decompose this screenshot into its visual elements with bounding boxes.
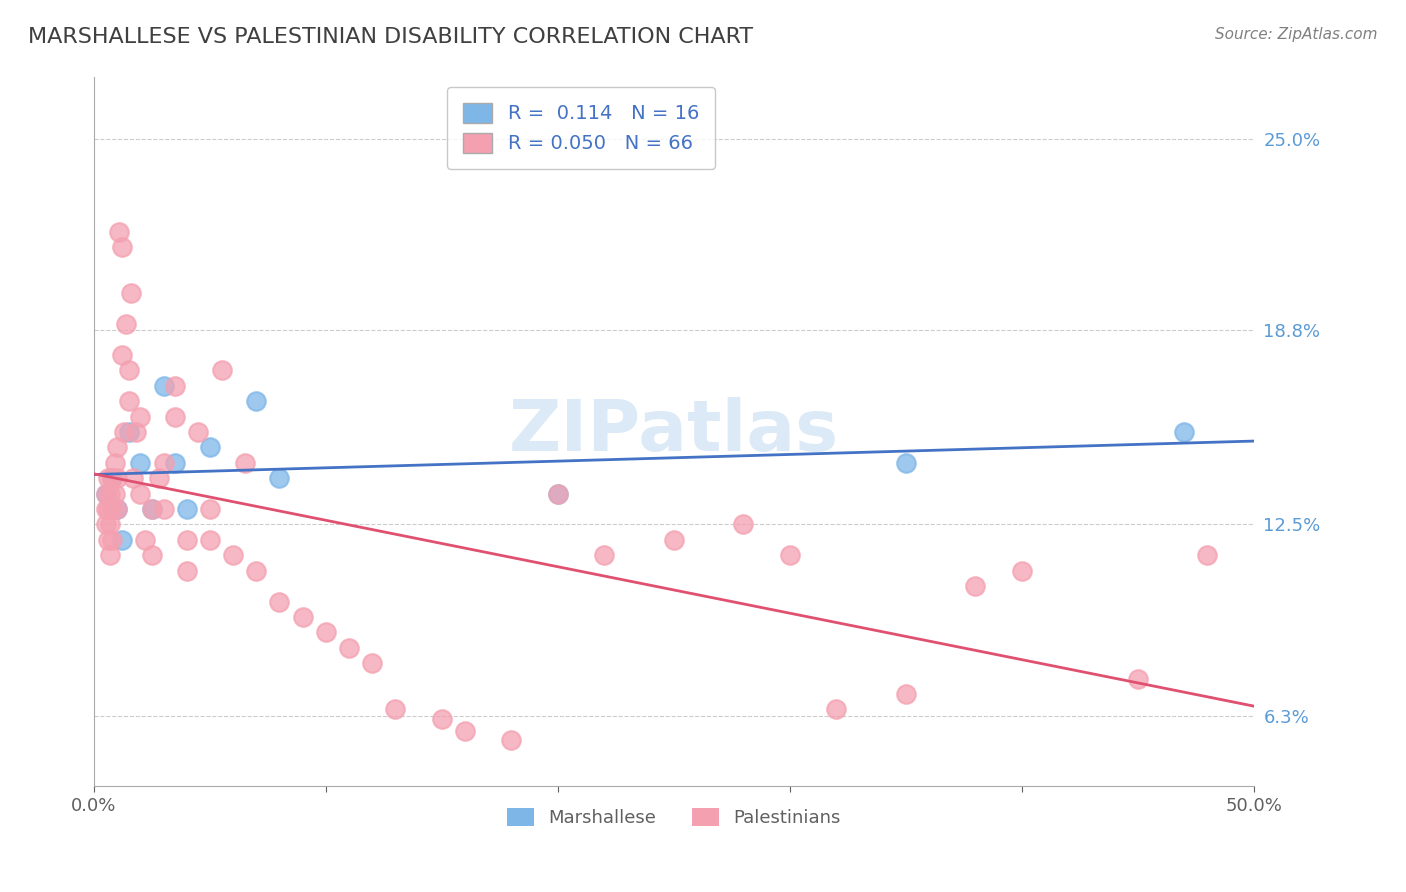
Point <box>176 533 198 547</box>
Point <box>269 594 291 608</box>
Point <box>165 409 187 424</box>
Point <box>141 502 163 516</box>
Point <box>97 502 120 516</box>
Point <box>94 502 117 516</box>
Text: ZIPatlas: ZIPatlas <box>509 398 839 467</box>
Point <box>245 564 267 578</box>
Point <box>94 517 117 532</box>
Point <box>1173 425 1195 439</box>
Point <box>129 486 152 500</box>
Point <box>120 286 142 301</box>
Point <box>105 441 128 455</box>
Text: MARSHALLESE VS PALESTINIAN DISABILITY CORRELATION CHART: MARSHALLESE VS PALESTINIAN DISABILITY CO… <box>28 27 754 46</box>
Point <box>115 317 138 331</box>
Point <box>105 502 128 516</box>
Point <box>198 502 221 516</box>
Point <box>101 471 124 485</box>
Point <box>165 378 187 392</box>
Point <box>118 425 141 439</box>
Point <box>315 625 337 640</box>
Point <box>122 471 145 485</box>
Point <box>165 456 187 470</box>
Point <box>1126 672 1149 686</box>
Point <box>152 456 174 470</box>
Point <box>141 502 163 516</box>
Point <box>547 486 569 500</box>
Point <box>430 712 453 726</box>
Point <box>825 702 848 716</box>
Point <box>152 502 174 516</box>
Point <box>233 456 256 470</box>
Point <box>98 486 121 500</box>
Point <box>733 517 755 532</box>
Point <box>454 723 477 738</box>
Point <box>779 549 801 563</box>
Point <box>101 533 124 547</box>
Point <box>129 456 152 470</box>
Point <box>118 394 141 409</box>
Point <box>134 533 156 547</box>
Point <box>361 656 384 670</box>
Point <box>105 502 128 516</box>
Point <box>98 549 121 563</box>
Text: Source: ZipAtlas.com: Source: ZipAtlas.com <box>1215 27 1378 42</box>
Point <box>547 486 569 500</box>
Point <box>1011 564 1033 578</box>
Legend: Marshallese, Palestinians: Marshallese, Palestinians <box>499 800 848 834</box>
Point <box>176 564 198 578</box>
Point <box>198 533 221 547</box>
Point <box>105 471 128 485</box>
Point <box>1197 549 1219 563</box>
Point <box>291 610 314 624</box>
Point <box>101 471 124 485</box>
Point <box>111 533 134 547</box>
Point <box>98 517 121 532</box>
Point <box>129 409 152 424</box>
Point <box>118 363 141 377</box>
Point <box>108 225 131 239</box>
Point <box>198 441 221 455</box>
Point <box>101 502 124 516</box>
Point <box>112 425 135 439</box>
Point <box>593 549 616 563</box>
Point <box>94 486 117 500</box>
Point <box>148 471 170 485</box>
Point <box>662 533 685 547</box>
Point <box>97 533 120 547</box>
Point <box>125 425 148 439</box>
Point <box>965 579 987 593</box>
Point <box>104 456 127 470</box>
Point <box>894 456 917 470</box>
Point <box>94 486 117 500</box>
Point <box>501 733 523 747</box>
Point <box>104 486 127 500</box>
Point <box>269 471 291 485</box>
Point <box>176 502 198 516</box>
Point <box>187 425 209 439</box>
Point <box>141 549 163 563</box>
Point <box>211 363 233 377</box>
Point <box>337 640 360 655</box>
Point <box>384 702 406 716</box>
Point <box>111 240 134 254</box>
Point <box>245 394 267 409</box>
Point <box>152 378 174 392</box>
Point <box>97 471 120 485</box>
Point <box>894 687 917 701</box>
Point <box>111 348 134 362</box>
Point <box>222 549 245 563</box>
